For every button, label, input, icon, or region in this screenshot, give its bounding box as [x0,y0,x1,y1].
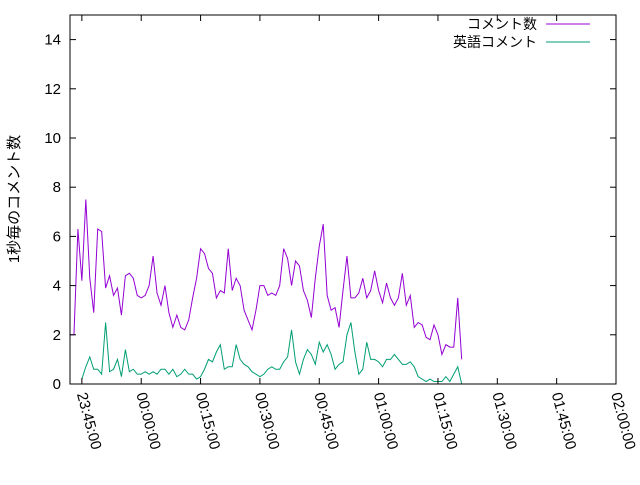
series-line-0 [70,199,463,360]
series-layer [70,199,463,385]
x-tick-label: 01:00:00 [370,391,402,452]
y-tick-label: 6 [53,228,61,245]
x-tick-label: 00:00:00 [132,391,164,452]
legend-label: コメント数 [467,16,537,32]
y-axis: 0 2 4 6 8 10 12 14 [44,32,616,393]
x-tick-label: 23:45:00 [73,391,105,452]
x-axis: 23:45:00 00:00:00 00:15:00 00:30:00 00:45:00… [73,15,639,451]
x-tick-label: 01:15:00 [429,391,461,452]
y-tick-label: 8 [53,179,61,196]
x-tick-label: 00:30:00 [251,391,283,452]
y-tick-label: 4 [53,278,61,295]
y-axis-label: 1秒毎のコメント数 [6,135,23,263]
y-tick-label: 12 [44,81,61,98]
x-tick-label: 00:45:00 [310,391,342,452]
x-tick-label: 02:00:00 [607,391,639,452]
x-tick-label: 01:45:00 [548,391,580,452]
x-tick-label: 01:30:00 [488,391,520,452]
y-tick-label: 2 [53,327,61,344]
y-tick-label: 14 [44,32,61,49]
x-tick-label: 00:15:00 [192,391,224,452]
y-tick-label: 10 [44,130,61,147]
series-line-1 [81,322,463,385]
y-tick-label: 0 [53,376,61,393]
legend-label: 英語コメント [453,34,537,50]
plot-frame [69,14,617,385]
